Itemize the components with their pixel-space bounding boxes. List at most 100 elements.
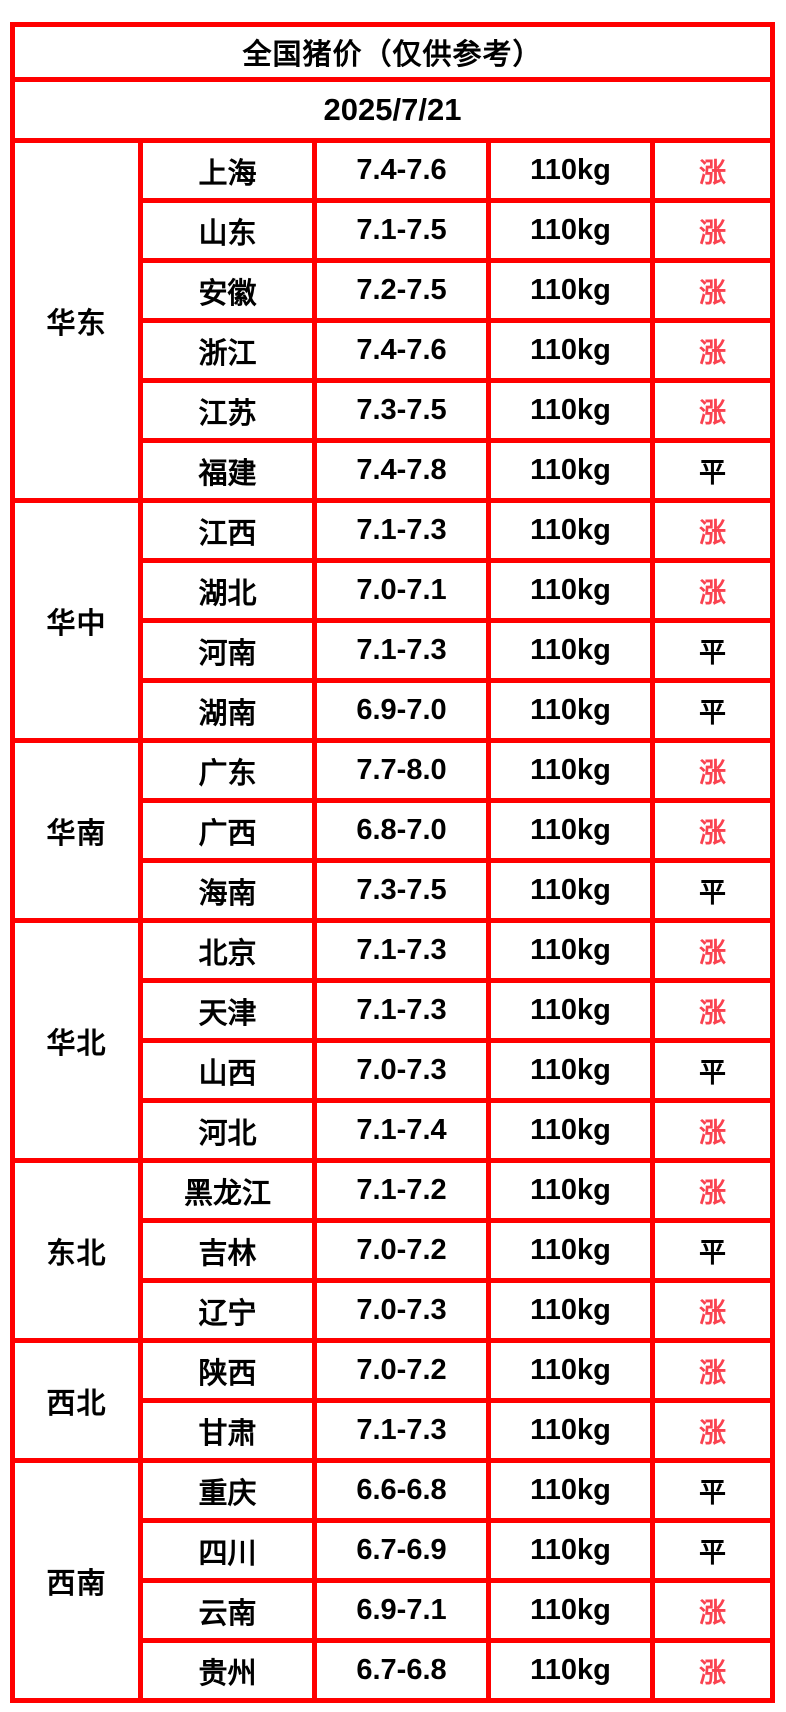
province-cell: 陕西 bbox=[138, 1338, 317, 1403]
table-row: 安徽 7.2-7.5 110kg 涨 bbox=[13, 258, 776, 323]
price-cell: 7.1-7.3 bbox=[312, 1398, 491, 1463]
province-cell: 河北 bbox=[138, 1098, 317, 1163]
province-cell: 贵州 bbox=[138, 1638, 317, 1703]
region-cell: 华东 bbox=[10, 138, 143, 503]
status-cell: 平 bbox=[649, 1218, 776, 1283]
province-cell: 北京 bbox=[138, 918, 317, 983]
weight-cell: 110kg bbox=[486, 1278, 655, 1343]
status-cell: 涨 bbox=[649, 1578, 776, 1643]
province-cell: 湖北 bbox=[138, 558, 317, 623]
weight-cell: 110kg bbox=[486, 1638, 655, 1703]
weight-cell: 110kg bbox=[486, 978, 655, 1043]
price-cell: 7.0-7.1 bbox=[312, 558, 491, 623]
table-row: 西南 重庆 6.6-6.8 110kg 平 bbox=[10, 1458, 776, 1703]
table-row: 河南 7.1-7.3 110kg 平 bbox=[13, 618, 776, 683]
weight-cell: 110kg bbox=[486, 678, 655, 743]
date-label: 2025/7/21 bbox=[9, 77, 776, 143]
weight-cell: 110kg bbox=[486, 138, 655, 203]
table-row: 山西 7.0-7.3 110kg 平 bbox=[13, 1038, 776, 1103]
weight-cell: 110kg bbox=[486, 1518, 655, 1583]
weight-cell: 110kg bbox=[486, 318, 655, 383]
weight-cell: 110kg bbox=[486, 258, 655, 323]
price-cell: 6.7-6.8 bbox=[312, 1638, 491, 1703]
status-cell: 涨 bbox=[649, 738, 776, 803]
status-cell: 涨 bbox=[649, 1338, 776, 1403]
price-cell: 6.7-6.9 bbox=[312, 1518, 491, 1583]
region-cell: 华南 bbox=[10, 738, 143, 923]
status-cell: 涨 bbox=[649, 558, 776, 623]
weight-cell: 110kg bbox=[486, 1578, 655, 1643]
price-cell: 7.4-7.6 bbox=[312, 138, 491, 203]
weight-cell: 110kg bbox=[486, 1158, 655, 1223]
price-cell: 7.3-7.5 bbox=[312, 378, 491, 443]
weight-cell: 110kg bbox=[486, 438, 655, 503]
province-cell: 广东 bbox=[138, 738, 317, 803]
status-cell: 涨 bbox=[649, 798, 776, 863]
table-row: 江苏 7.3-7.5 110kg 涨 bbox=[13, 378, 776, 443]
price-cell: 7.7-8.0 bbox=[312, 738, 491, 803]
weight-cell: 110kg bbox=[486, 558, 655, 623]
province-cell: 山西 bbox=[138, 1038, 317, 1103]
price-cell: 7.1-7.3 bbox=[312, 618, 491, 683]
region-cell: 华中 bbox=[10, 498, 143, 743]
status-cell: 涨 bbox=[649, 1278, 776, 1343]
price-cell: 7.1-7.4 bbox=[312, 1098, 491, 1163]
weight-cell: 110kg bbox=[486, 1458, 655, 1523]
weight-cell: 110kg bbox=[486, 1218, 655, 1283]
weight-cell: 110kg bbox=[486, 738, 655, 803]
price-cell: 6.8-7.0 bbox=[312, 798, 491, 863]
province-cell: 安徽 bbox=[138, 258, 317, 323]
table-row: 河北 7.1-7.4 110kg 涨 bbox=[13, 1098, 776, 1163]
region-cell: 华北 bbox=[10, 918, 143, 1163]
title-row: 全国猪价（仅供参考） bbox=[9, 22, 776, 82]
weight-cell: 110kg bbox=[486, 1338, 655, 1403]
province-cell: 吉林 bbox=[138, 1218, 317, 1283]
province-cell: 河南 bbox=[138, 618, 317, 683]
table-row: 海南 7.3-7.5 110kg 平 bbox=[13, 858, 776, 923]
province-cell: 云南 bbox=[138, 1578, 317, 1643]
province-cell: 浙江 bbox=[138, 318, 317, 383]
province-cell: 江苏 bbox=[138, 378, 317, 443]
price-cell: 6.9-7.0 bbox=[312, 678, 491, 743]
price-cell: 7.0-7.2 bbox=[312, 1218, 491, 1283]
price-cell: 7.1-7.3 bbox=[312, 978, 491, 1043]
province-cell: 重庆 bbox=[138, 1458, 317, 1523]
status-cell: 涨 bbox=[649, 1098, 776, 1163]
province-cell: 上海 bbox=[138, 138, 317, 203]
province-cell: 广西 bbox=[138, 798, 317, 863]
status-cell: 涨 bbox=[649, 1638, 776, 1703]
table-row: 浙江 7.4-7.6 110kg 涨 bbox=[13, 318, 776, 383]
status-cell: 涨 bbox=[649, 378, 776, 443]
province-cell: 海南 bbox=[138, 858, 317, 923]
price-cell: 7.4-7.6 bbox=[312, 318, 491, 383]
date-row: 2025/7/21 bbox=[9, 77, 776, 143]
status-cell: 涨 bbox=[649, 1158, 776, 1223]
weight-cell: 110kg bbox=[486, 618, 655, 683]
table-row: 华南 广东 7.7-8.0 110kg 涨 bbox=[10, 738, 776, 923]
status-cell: 平 bbox=[649, 858, 776, 923]
province-cell: 山东 bbox=[138, 198, 317, 263]
weight-cell: 110kg bbox=[486, 378, 655, 443]
weight-cell: 110kg bbox=[486, 918, 655, 983]
province-cell: 福建 bbox=[138, 438, 317, 503]
table-row: 山东 7.1-7.5 110kg 涨 bbox=[13, 198, 776, 263]
table-row: 东北 黑龙江 7.1-7.2 110kg 涨 bbox=[10, 1158, 776, 1343]
table-row: 天津 7.1-7.3 110kg 涨 bbox=[13, 978, 776, 1043]
table-row: 辽宁 7.0-7.3 110kg 涨 bbox=[13, 1278, 776, 1343]
table-row: 华东 上海 7.4-7.6 110kg 涨 bbox=[10, 138, 776, 503]
status-cell: 平 bbox=[649, 1518, 776, 1583]
price-cell: 7.1-7.2 bbox=[312, 1158, 491, 1223]
status-cell: 涨 bbox=[649, 198, 776, 263]
table-row: 华北 北京 7.1-7.3 110kg 涨 bbox=[10, 918, 776, 1163]
province-cell: 辽宁 bbox=[138, 1278, 317, 1343]
region-cell: 西南 bbox=[10, 1458, 143, 1703]
table-row: 湖北 7.0-7.1 110kg 涨 bbox=[13, 558, 776, 623]
price-cell: 7.1-7.5 bbox=[312, 198, 491, 263]
table-row: 四川 6.7-6.9 110kg 平 bbox=[13, 1518, 776, 1583]
region-cell: 西北 bbox=[10, 1338, 143, 1463]
table-row: 甘肃 7.1-7.3 110kg 涨 bbox=[13, 1398, 776, 1463]
weight-cell: 110kg bbox=[486, 1398, 655, 1463]
status-cell: 涨 bbox=[649, 138, 776, 203]
status-cell: 平 bbox=[649, 438, 776, 503]
